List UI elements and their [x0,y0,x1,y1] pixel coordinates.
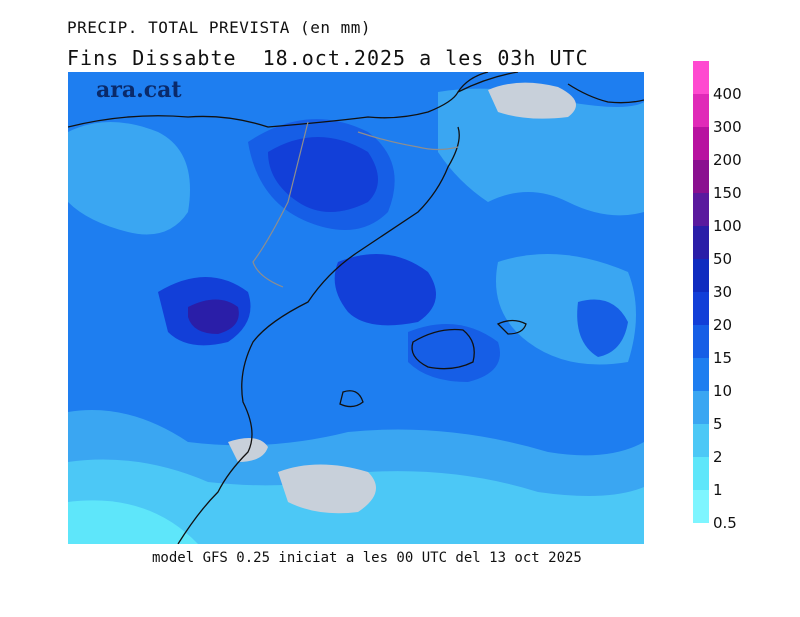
legend-label: 2 [713,448,723,466]
gray-patch-northeast [488,82,576,119]
field-dark-east [577,299,628,357]
legend-swatch [693,94,709,127]
field-peak-core [188,299,239,334]
legend-label: 30 [713,283,733,301]
coastline-menorca [496,319,527,335]
legend-label: 400 [713,85,742,103]
legend-label: 20 [713,316,733,334]
legend-swatch [693,424,709,457]
legend-label: 200 [713,151,742,169]
legend-swatch [693,193,709,226]
map-title: PRECIP. TOTAL PREVISTA (en mm) [67,18,371,37]
field-lightest-southwest [68,500,198,544]
coastline-mainland [68,72,489,544]
legend-label: 10 [713,382,733,400]
coastline-east [457,72,644,104]
legend-swatch [693,61,709,94]
legend-label: 1 [713,481,723,499]
legend-swatch [693,490,709,523]
field-light-northwest [68,122,190,235]
gray-patch-southwest [228,438,268,462]
coastline-mallorca [411,328,475,370]
legend-swatch [693,358,709,391]
gray-patch-south [278,464,376,514]
field-dark-center [334,254,436,326]
field-darker-north [268,137,378,212]
legend-swatch [693,457,709,490]
legend-swatch [693,391,709,424]
legend-swatch [693,226,709,259]
map-subtitle: Fins Dissabte 18.oct.2025 a les 03h UTC [67,46,589,70]
precipitation-map [68,72,644,544]
legend-swatch [693,259,709,292]
field-light-northeast [438,88,644,216]
legend-swatch [693,127,709,160]
legend-swatch [693,160,709,193]
coastline-ibiza [339,390,364,408]
legend-label: 50 [713,250,733,268]
map-canvas [68,72,644,544]
model-note: model GFS 0.25 iniciat a les 00 UTC del … [152,550,582,566]
brand-logo: ara.cat [96,77,182,103]
legend-label: 300 [713,118,742,136]
legend-label: 0.5 [713,514,737,532]
border-internal [252,121,459,288]
legend-swatch [693,325,709,358]
legend-swatch [693,292,709,325]
legend-label: 15 [713,349,733,367]
legend-label: 5 [713,415,723,433]
legend-label: 150 [713,184,742,202]
legend-label: 100 [713,217,742,235]
